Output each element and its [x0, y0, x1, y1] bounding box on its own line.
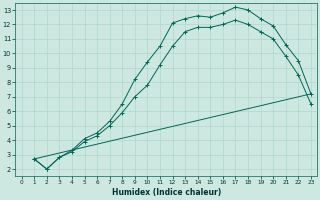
- X-axis label: Humidex (Indice chaleur): Humidex (Indice chaleur): [112, 188, 221, 197]
